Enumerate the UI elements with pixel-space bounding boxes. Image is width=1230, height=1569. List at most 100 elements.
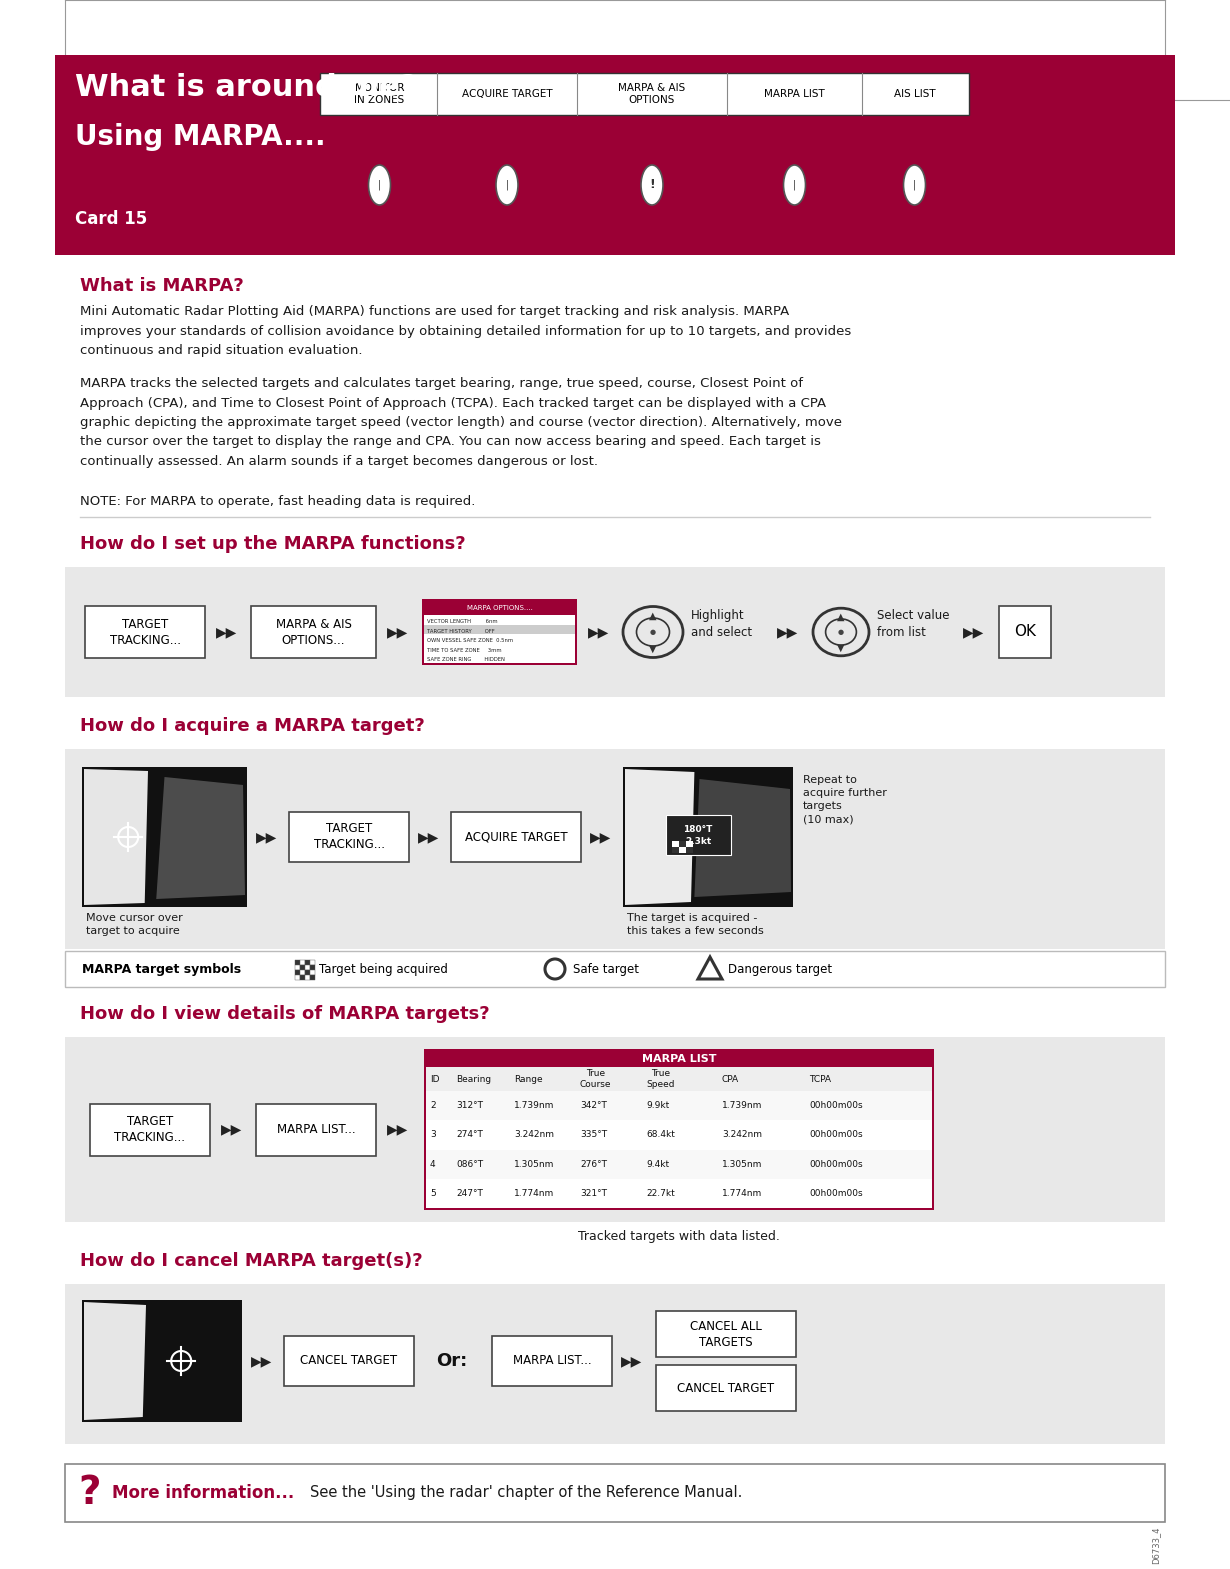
Bar — [65, 951, 1165, 987]
Bar — [65, 566, 1165, 697]
Bar — [55, 55, 1175, 256]
Bar — [426, 1150, 932, 1178]
Bar — [295, 965, 300, 970]
Bar — [426, 1090, 932, 1120]
Text: True
Course: True Course — [581, 1070, 611, 1089]
Bar — [492, 1335, 613, 1385]
Bar — [320, 74, 969, 115]
Text: 3: 3 — [430, 1130, 435, 1139]
Bar — [305, 974, 310, 981]
Polygon shape — [156, 777, 245, 899]
Text: CANCEL TARGET: CANCEL TARGET — [300, 1354, 397, 1368]
Text: How do I acquire a MARPA target?: How do I acquire a MARPA target? — [80, 717, 424, 734]
Text: 5: 5 — [430, 1189, 435, 1197]
Text: How do I view details of MARPA targets?: How do I view details of MARPA targets? — [80, 1006, 490, 1023]
Polygon shape — [84, 1302, 146, 1420]
Text: SAFE ZONE RING        HIDDEN: SAFE ZONE RING HIDDEN — [427, 657, 504, 662]
Bar — [65, 1283, 1165, 1443]
Text: Target being acquired: Target being acquired — [319, 962, 448, 976]
Bar — [65, 1464, 1165, 1522]
Text: MARPA & AIS
OPTIONS: MARPA & AIS OPTIONS — [619, 83, 685, 105]
Text: Range: Range — [514, 1075, 542, 1084]
Text: ▼: ▼ — [649, 643, 657, 654]
Text: 2: 2 — [430, 1101, 435, 1111]
Text: 00h00m00s: 00h00m00s — [809, 1130, 862, 1139]
Bar — [82, 767, 247, 907]
Text: CPA: CPA — [722, 1075, 739, 1084]
Bar — [300, 965, 305, 970]
Bar — [422, 599, 577, 665]
Polygon shape — [625, 769, 695, 905]
Bar — [426, 1178, 932, 1208]
Text: Move cursor over
target to acquire: Move cursor over target to acquire — [86, 913, 183, 937]
Text: |: | — [506, 180, 509, 190]
Bar — [65, 748, 1165, 949]
Text: 1.774nm: 1.774nm — [722, 1189, 763, 1197]
Text: ACQUIRE TARGET: ACQUIRE TARGET — [465, 830, 567, 844]
Bar — [310, 965, 315, 970]
Bar — [426, 1067, 932, 1090]
Text: 335°T: 335°T — [581, 1130, 608, 1139]
Bar — [256, 1103, 376, 1155]
Bar — [679, 841, 685, 847]
Text: 1.305nm: 1.305nm — [514, 1159, 555, 1169]
Text: |: | — [913, 180, 916, 190]
Text: MARPA target symbols: MARPA target symbols — [82, 962, 241, 976]
Text: True
Speed: True Speed — [646, 1070, 674, 1089]
Text: Bearing: Bearing — [456, 1075, 491, 1084]
Text: MARPA LIST...: MARPA LIST... — [513, 1354, 592, 1368]
Text: |: | — [378, 180, 381, 190]
Text: 276°T: 276°T — [581, 1159, 606, 1169]
Text: 1.305nm: 1.305nm — [722, 1159, 763, 1169]
Text: ACQUIRE TARGET: ACQUIRE TARGET — [461, 89, 552, 99]
Bar — [251, 606, 376, 657]
Text: Or:: Or: — [435, 1352, 467, 1370]
Text: 274°T: 274°T — [456, 1130, 483, 1139]
Bar — [656, 1312, 796, 1357]
Bar — [295, 970, 300, 974]
Bar — [685, 841, 692, 847]
Text: 4: 4 — [430, 1159, 435, 1169]
Text: TCPA: TCPA — [809, 1075, 831, 1084]
Text: 086°T: 086°T — [456, 1159, 483, 1169]
Bar — [82, 1301, 242, 1422]
Text: See the 'Using the radar' chapter of the Reference Manual.: See the 'Using the radar' chapter of the… — [310, 1486, 743, 1500]
Text: D6733_4: D6733_4 — [1151, 1527, 1160, 1564]
Text: 00h00m00s: 00h00m00s — [809, 1101, 862, 1111]
Bar — [289, 813, 410, 861]
Text: 00h00m00s: 00h00m00s — [809, 1159, 862, 1169]
Polygon shape — [695, 778, 791, 897]
Text: TARGET
TRACKING...: TARGET TRACKING... — [114, 1116, 186, 1144]
Bar — [665, 814, 731, 855]
Text: 1.774nm: 1.774nm — [514, 1189, 555, 1197]
Text: 247°T: 247°T — [456, 1189, 483, 1197]
Text: MARPA LIST: MARPA LIST — [764, 89, 825, 99]
Text: ▶▶: ▶▶ — [777, 624, 798, 639]
Text: ●: ● — [649, 629, 656, 635]
Text: 1.739nm: 1.739nm — [514, 1101, 555, 1111]
Text: 9.9kt: 9.9kt — [646, 1101, 669, 1111]
Text: ▲: ▲ — [649, 610, 657, 620]
Polygon shape — [84, 769, 148, 905]
Ellipse shape — [496, 165, 518, 206]
Bar — [65, 1037, 1165, 1222]
Text: |: | — [793, 180, 796, 190]
Text: VECTOR LENGTH         6nm: VECTOR LENGTH 6nm — [427, 620, 498, 624]
Bar — [451, 813, 581, 861]
Bar — [424, 601, 574, 615]
Bar — [284, 1335, 415, 1385]
Text: ▶▶: ▶▶ — [590, 830, 611, 844]
Text: CANCEL TARGET: CANCEL TARGET — [678, 1381, 775, 1395]
Text: More information...: More information... — [112, 1484, 294, 1502]
Text: MARPA LIST...: MARPA LIST... — [277, 1123, 355, 1136]
Text: Highlight
and select: Highlight and select — [691, 609, 752, 639]
Text: AIS LIST: AIS LIST — [894, 89, 935, 99]
Bar — [85, 606, 205, 657]
Bar — [679, 847, 685, 854]
Bar — [310, 970, 315, 974]
Bar — [310, 960, 315, 965]
Text: 00h00m00s: 00h00m00s — [809, 1189, 862, 1197]
Text: Safe target: Safe target — [573, 962, 640, 976]
Text: Mini Automatic Radar Plotting Aid (MARPA) functions are used for target tracking: Mini Automatic Radar Plotting Aid (MARPA… — [80, 304, 851, 358]
Text: ▲: ▲ — [838, 612, 845, 621]
